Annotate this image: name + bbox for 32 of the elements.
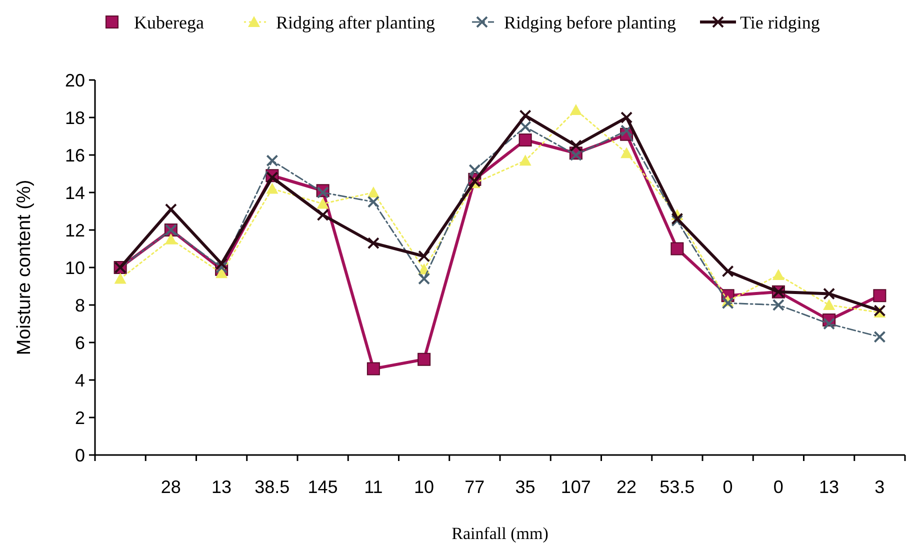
x-tick-label: 35 xyxy=(515,477,536,497)
x-tick-label: 13 xyxy=(819,477,840,497)
legend-label: Ridging before planting xyxy=(504,12,676,32)
legend-label: Ridging after planting xyxy=(276,12,435,32)
x-tick-label: 38.5 xyxy=(254,477,290,497)
x-tick-label: 0 xyxy=(773,477,784,497)
x-axis-title: Rainfall (mm) xyxy=(452,524,548,543)
x-tick-label: 0 xyxy=(722,477,733,497)
y-tick-label: 18 xyxy=(64,108,85,128)
x-tick-label: 11 xyxy=(364,477,383,497)
y-axis-title: Moisture content (%) xyxy=(14,180,35,356)
y-tick-label: 20 xyxy=(64,70,85,90)
y-tick-label: 16 xyxy=(64,145,85,166)
x-tick-label: 145 xyxy=(308,477,338,497)
y-tick-label: 0 xyxy=(74,445,85,466)
y-tick-label: 2 xyxy=(74,408,85,428)
y-tick-label: 14 xyxy=(64,182,85,203)
y-tick-label: 6 xyxy=(74,332,85,353)
x-tick-label: 28 xyxy=(160,477,181,497)
x-tick-label: 53.5 xyxy=(660,477,695,497)
x-tick-label: 10 xyxy=(414,477,434,497)
legend-label: Kuberega xyxy=(134,12,204,32)
y-tick-label: 8 xyxy=(74,295,85,316)
x-tick-label: 13 xyxy=(212,477,232,497)
y-tick-label: 4 xyxy=(74,370,85,390)
x-tick-label: 107 xyxy=(560,477,591,497)
legend-label: Tie ridging xyxy=(740,12,820,32)
y-tick-label: 10 xyxy=(64,258,85,278)
y-tick-label: 12 xyxy=(64,220,85,240)
x-tick-label: 77 xyxy=(464,477,485,497)
x-tick-label: 22 xyxy=(616,477,637,497)
x-tick-label: 3 xyxy=(874,477,885,497)
